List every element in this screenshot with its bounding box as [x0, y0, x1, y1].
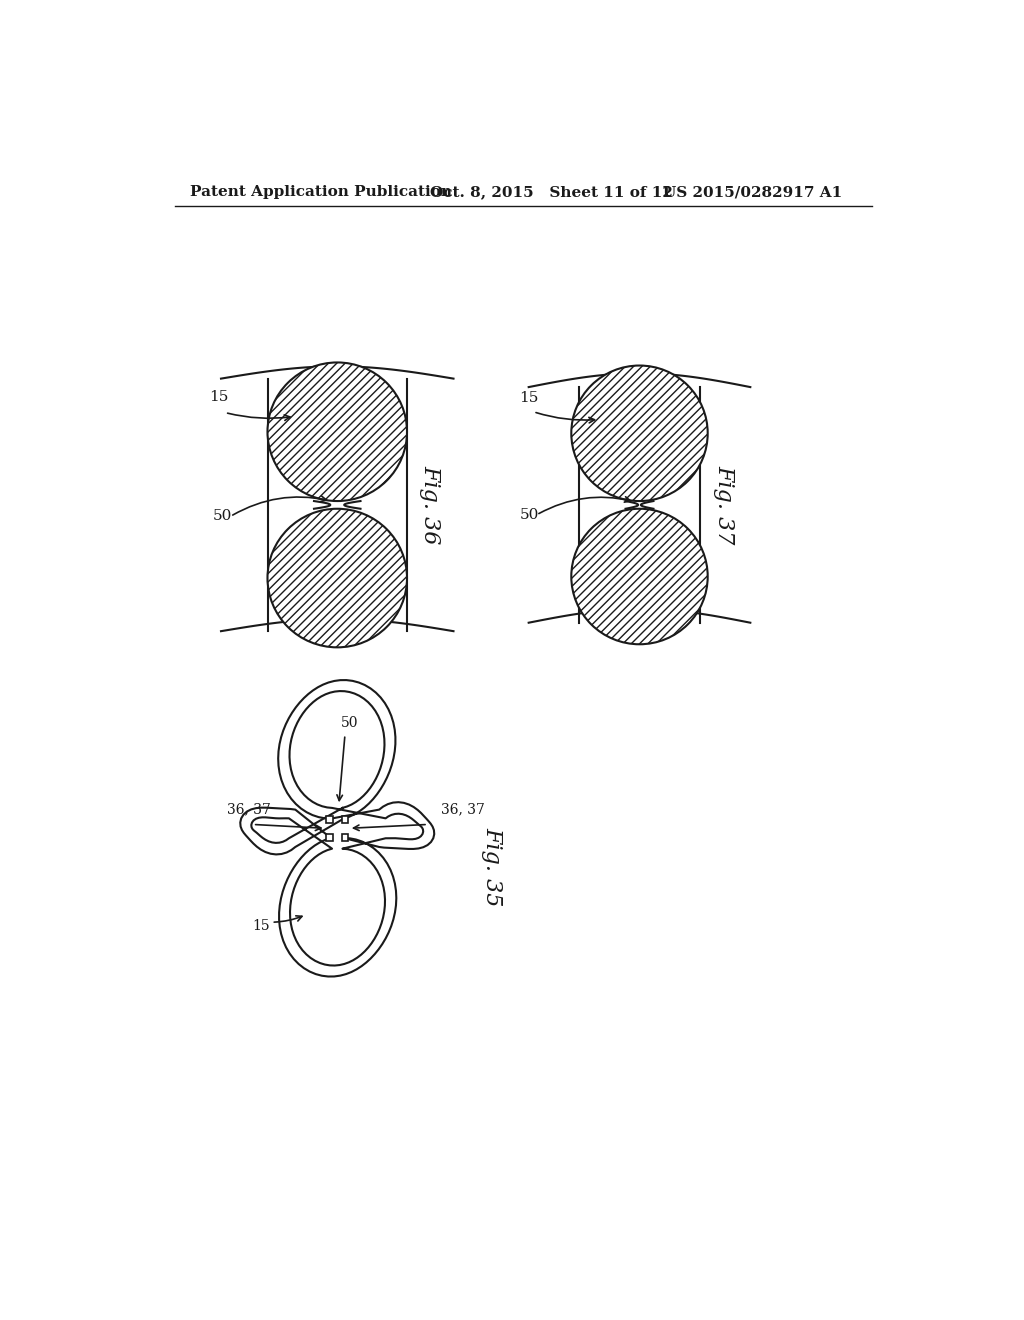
Text: 36, 37: 36, 37 [227, 803, 270, 817]
Circle shape [571, 366, 708, 502]
Text: 15: 15 [209, 389, 228, 404]
Bar [326, 834, 333, 841]
Text: US 2015/0282917 A1: US 2015/0282917 A1 [663, 185, 842, 199]
Text: 36, 37: 36, 37 [441, 803, 485, 817]
Text: 50: 50 [213, 510, 232, 523]
Polygon shape [622, 503, 657, 507]
Text: 15: 15 [252, 919, 269, 933]
Bar [326, 816, 333, 822]
Circle shape [267, 363, 407, 502]
Polygon shape [310, 503, 365, 507]
Text: Fig. 35: Fig. 35 [481, 828, 503, 907]
Text: Fig. 37: Fig. 37 [714, 465, 736, 545]
Text: Fig. 36: Fig. 36 [419, 465, 441, 545]
Circle shape [267, 508, 407, 647]
Circle shape [571, 508, 708, 644]
Bar [342, 816, 348, 822]
Text: 50: 50 [341, 715, 358, 730]
Text: 15: 15 [519, 392, 539, 405]
Text: Oct. 8, 2015   Sheet 11 of 12: Oct. 8, 2015 Sheet 11 of 12 [430, 185, 673, 199]
Text: Patent Application Publication: Patent Application Publication [190, 185, 452, 199]
Text: 50: 50 [519, 508, 539, 521]
Bar [342, 834, 348, 841]
